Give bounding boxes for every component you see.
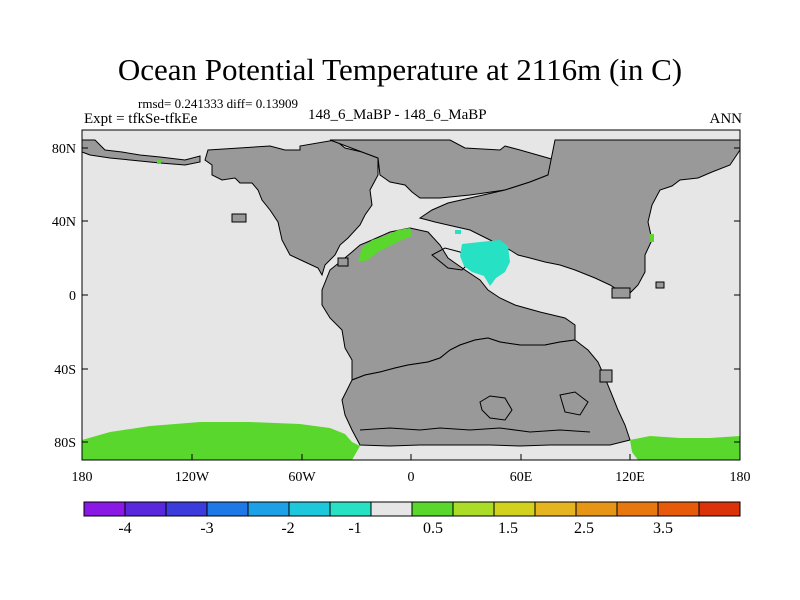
- colorbar-label: -2: [281, 520, 294, 537]
- lon-label: 180: [72, 470, 93, 485]
- island: [337, 257, 349, 267]
- island: [599, 369, 613, 383]
- colorbar-label: -3: [200, 520, 213, 537]
- colorbar-swatch: [124, 501, 167, 517]
- colorbar-labels: -4 -3 -2 -1 0.5 1.5 2.5 3.5: [118, 520, 673, 537]
- anomaly-positive-southern-west: [82, 422, 360, 460]
- lat-label: 40N: [52, 215, 76, 230]
- anomaly-positive-small: [650, 234, 654, 242]
- colorbar-swatch: [575, 501, 618, 517]
- lat-label: 40S: [54, 363, 76, 378]
- colorbar-label: 0.5: [423, 520, 443, 537]
- lon-label: 0: [408, 470, 415, 485]
- season-label: ANN: [709, 111, 743, 127]
- colorbar-swatch: [206, 501, 249, 517]
- colorbar-swatch: [370, 501, 413, 517]
- lat-label: 0: [69, 289, 76, 304]
- colorbar-swatch: [411, 501, 454, 517]
- colorbar-swatch: [165, 501, 208, 517]
- colorbar-swatch: [493, 501, 536, 517]
- island: [231, 213, 247, 223]
- colorbar-swatch: [452, 501, 495, 517]
- lon-label: 120E: [615, 470, 645, 485]
- experiment-label: Expt = tfkSe-tfkEe: [84, 111, 198, 127]
- colorbar-label: 3.5: [653, 520, 673, 537]
- anomaly-positive-southern-east: [630, 436, 740, 460]
- land-west-arctic: [81, 139, 201, 166]
- lat-label: 80S: [54, 436, 76, 451]
- anomaly-positive-arctic: [157, 160, 161, 164]
- colorbar-label: -1: [348, 520, 361, 537]
- colorbar-swatch: [698, 501, 741, 517]
- coastline-detail-a: [359, 427, 591, 433]
- stats-line: rmsd= 0.241333 diff= 0.13909: [138, 96, 298, 111]
- colorbar: [83, 501, 741, 517]
- lon-label: 60E: [510, 470, 533, 485]
- island: [655, 281, 665, 289]
- colorbar-swatch: [83, 501, 126, 517]
- axis-ticks: [81, 147, 741, 460]
- colorbar-swatch: [288, 501, 331, 517]
- anomaly-positive-tethys: [358, 228, 412, 262]
- colorbar-label: 1.5: [498, 520, 518, 537]
- colorbar-swatch: [534, 501, 577, 517]
- colorbar-swatch: [616, 501, 659, 517]
- lon-label: 120W: [175, 470, 210, 485]
- colorbar-swatch: [329, 501, 372, 517]
- plot-title: Ocean Potential Temperature at 2116m (in…: [117, 52, 683, 87]
- colorbar-label: 2.5: [574, 520, 594, 537]
- lat-label: 80N: [52, 142, 76, 157]
- anomaly-negative-small: [455, 230, 461, 234]
- lon-label: 60W: [288, 470, 316, 485]
- case-subtitle: 148_6_MaBP - 148_6_MaBP: [308, 107, 487, 123]
- land-eurasia: [418, 139, 741, 296]
- lon-label: 180: [730, 470, 751, 485]
- island: [611, 287, 631, 299]
- land-north-america: [204, 139, 379, 277]
- colorbar-swatch: [657, 501, 700, 517]
- anomaly-negative-tethys: [460, 240, 510, 286]
- colorbar-swatch: [247, 501, 290, 517]
- coastline-detail-c: [559, 391, 589, 416]
- colorbar-label: -4: [118, 520, 131, 537]
- coastline-detail-b: [479, 395, 513, 421]
- map-panel: 80N 40N 0 40S 80S 180 120W 60W 0 60E 120…: [52, 129, 751, 485]
